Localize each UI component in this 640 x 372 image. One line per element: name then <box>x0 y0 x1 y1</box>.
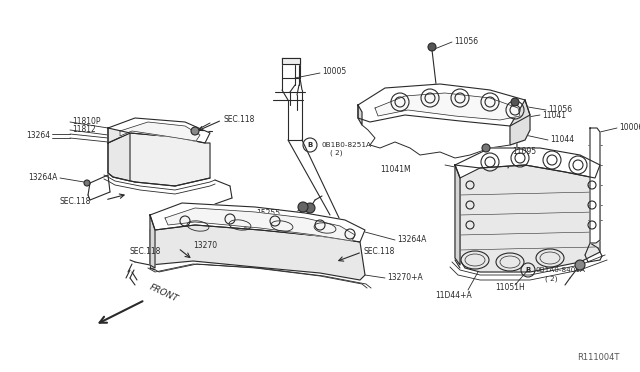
Text: FRONT: FRONT <box>148 283 180 304</box>
Polygon shape <box>150 215 155 268</box>
Circle shape <box>191 127 199 135</box>
Circle shape <box>428 43 436 51</box>
Text: 13264: 13264 <box>26 131 50 141</box>
Polygon shape <box>282 58 300 64</box>
Text: 11056: 11056 <box>548 106 572 115</box>
Text: 11095: 11095 <box>512 148 536 157</box>
Polygon shape <box>108 128 130 181</box>
Text: 11051H: 11051H <box>495 283 525 292</box>
Polygon shape <box>375 93 520 120</box>
Circle shape <box>575 260 585 270</box>
Text: 11056: 11056 <box>454 36 478 45</box>
Text: 15255: 15255 <box>256 208 280 218</box>
Polygon shape <box>455 165 600 272</box>
Text: 13270: 13270 <box>193 241 217 250</box>
Text: R111004T: R111004T <box>578 353 620 362</box>
Polygon shape <box>108 118 210 143</box>
Text: 13264A: 13264A <box>29 173 58 183</box>
Text: ( 2): ( 2) <box>545 276 557 282</box>
Text: 11044: 11044 <box>550 135 574 144</box>
Text: 11810P: 11810P <box>72 116 100 125</box>
Text: SEC.118: SEC.118 <box>60 196 92 205</box>
Circle shape <box>511 98 519 106</box>
Polygon shape <box>120 122 200 141</box>
Polygon shape <box>510 100 530 145</box>
Circle shape <box>482 144 490 152</box>
Text: 11812: 11812 <box>72 125 96 134</box>
Text: SEC.118: SEC.118 <box>363 247 394 256</box>
Polygon shape <box>108 133 210 186</box>
Text: 11041: 11041 <box>542 110 566 119</box>
Polygon shape <box>590 128 600 243</box>
Circle shape <box>305 203 315 213</box>
Polygon shape <box>455 148 600 178</box>
Text: SEC.118: SEC.118 <box>223 115 254 124</box>
Polygon shape <box>165 208 355 241</box>
Text: 10005: 10005 <box>322 67 346 77</box>
Text: B: B <box>525 267 531 273</box>
Text: B: B <box>307 142 312 148</box>
Text: 11D44+A: 11D44+A <box>435 291 472 299</box>
Text: 11041M: 11041M <box>380 166 411 174</box>
Text: 0B1B0-8251A: 0B1B0-8251A <box>322 142 372 148</box>
Polygon shape <box>150 225 365 280</box>
Text: ( 2): ( 2) <box>330 150 342 156</box>
Polygon shape <box>150 203 365 242</box>
Polygon shape <box>358 84 530 126</box>
Text: 13264A: 13264A <box>397 235 426 244</box>
Polygon shape <box>358 105 362 125</box>
Text: 10006: 10006 <box>619 124 640 132</box>
Text: 13270+A: 13270+A <box>387 273 423 282</box>
Text: 0B1A0-8401A: 0B1A0-8401A <box>535 267 585 273</box>
Circle shape <box>84 180 90 186</box>
Polygon shape <box>455 165 460 265</box>
Circle shape <box>298 202 308 212</box>
Text: SEC.118: SEC.118 <box>130 247 161 257</box>
Text: 13264+A: 13264+A <box>243 221 278 230</box>
